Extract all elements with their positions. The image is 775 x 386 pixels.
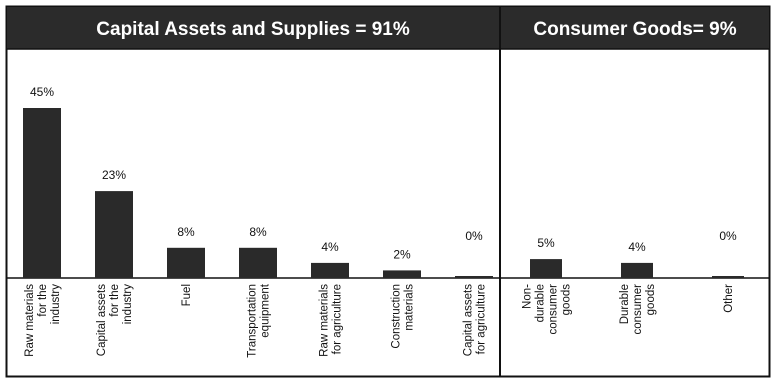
category-label-line: consumer bbox=[548, 284, 560, 335]
bar-1-1 bbox=[621, 262, 653, 278]
bar-0-2 bbox=[167, 247, 205, 278]
category-labels-layer: Raw materials for the industry Capital asse… bbox=[24, 283, 735, 358]
category-label-line: Raw materials bbox=[24, 284, 36, 357]
category-label-line: consumer bbox=[632, 284, 644, 335]
data-label-0-6: 0% bbox=[465, 229, 483, 243]
data-label-0-0: 45% bbox=[30, 85, 54, 99]
category-label-line: for agriculture bbox=[332, 284, 344, 354]
category-label-0-4: Raw materials for agriculture bbox=[319, 284, 344, 357]
bar-0-0 bbox=[23, 108, 61, 278]
data-label-1-1: 4% bbox=[628, 240, 646, 254]
category-label-line: Capital assets bbox=[96, 284, 108, 356]
category-label-line: goods bbox=[561, 284, 573, 316]
bar-0-6 bbox=[455, 276, 493, 278]
category-label-line: goods bbox=[645, 284, 657, 316]
chart-frame bbox=[5, 5, 771, 378]
bars-layer bbox=[23, 108, 744, 278]
bar-1-0 bbox=[530, 259, 562, 278]
category-label-line: for the bbox=[109, 284, 121, 317]
category-label-line: Transportation bbox=[247, 284, 259, 358]
category-label-1-2: Other bbox=[723, 284, 735, 313]
category-label-line: materials bbox=[404, 284, 416, 331]
data-label-0-2: 8% bbox=[177, 225, 195, 239]
category-label-line: Capital assets bbox=[463, 284, 475, 356]
category-label-0-5: Construction materials bbox=[391, 284, 416, 349]
category-label-0-3: Transportation equipment bbox=[247, 283, 272, 358]
category-label-line: Raw materials bbox=[319, 284, 331, 357]
header-band-capital bbox=[7, 7, 499, 49]
data-label-0-4: 4% bbox=[321, 240, 339, 254]
bar-0-4 bbox=[311, 262, 349, 278]
category-label-line: for agriculture bbox=[476, 284, 488, 354]
bar-0-3 bbox=[239, 247, 277, 278]
category-label-line: equipment bbox=[260, 283, 272, 338]
category-label-line: durable bbox=[535, 284, 547, 322]
header-band-consumer bbox=[501, 7, 769, 49]
data-label-0-5: 2% bbox=[393, 247, 411, 261]
category-label-line: Construction bbox=[391, 284, 403, 349]
bar-0-1 bbox=[95, 191, 133, 278]
category-label-0-2: Fuel bbox=[181, 284, 193, 306]
category-label-line: Other bbox=[723, 284, 735, 313]
bar-0-5 bbox=[383, 270, 421, 278]
panel-title-consumer: Consumer Goods= 9% bbox=[533, 19, 736, 40]
category-label-line: industry bbox=[122, 284, 134, 325]
category-label-line: Fuel bbox=[181, 284, 193, 306]
bar-1-2 bbox=[712, 276, 744, 278]
category-label-1-0: Non-durable consumer goods bbox=[522, 284, 573, 335]
category-label-0-6: Capital assets for agriculture bbox=[463, 284, 488, 356]
category-label-line: for the bbox=[37, 284, 49, 317]
data-label-1-0: 5% bbox=[537, 236, 555, 250]
category-label-0-1: Capital assets for the industry bbox=[96, 284, 134, 356]
category-label-line: Non- bbox=[522, 284, 534, 309]
data-label-1-2: 0% bbox=[719, 229, 737, 243]
category-label-line: industry bbox=[50, 284, 62, 325]
data-label-0-1: 23% bbox=[102, 168, 126, 182]
category-label-1-1: Durable consumer goods bbox=[619, 284, 657, 335]
labels-layer: 45% 23% 8% 8% 4% 2% 0% 5% 4% 0% bbox=[30, 85, 737, 261]
category-label-line: Durable bbox=[619, 284, 631, 324]
category-label-0-0: Raw materials for the industry bbox=[24, 284, 62, 357]
data-label-0-3: 8% bbox=[249, 225, 267, 239]
panel-title-capital: Capital Assets and Supplies = 91% bbox=[96, 19, 410, 40]
